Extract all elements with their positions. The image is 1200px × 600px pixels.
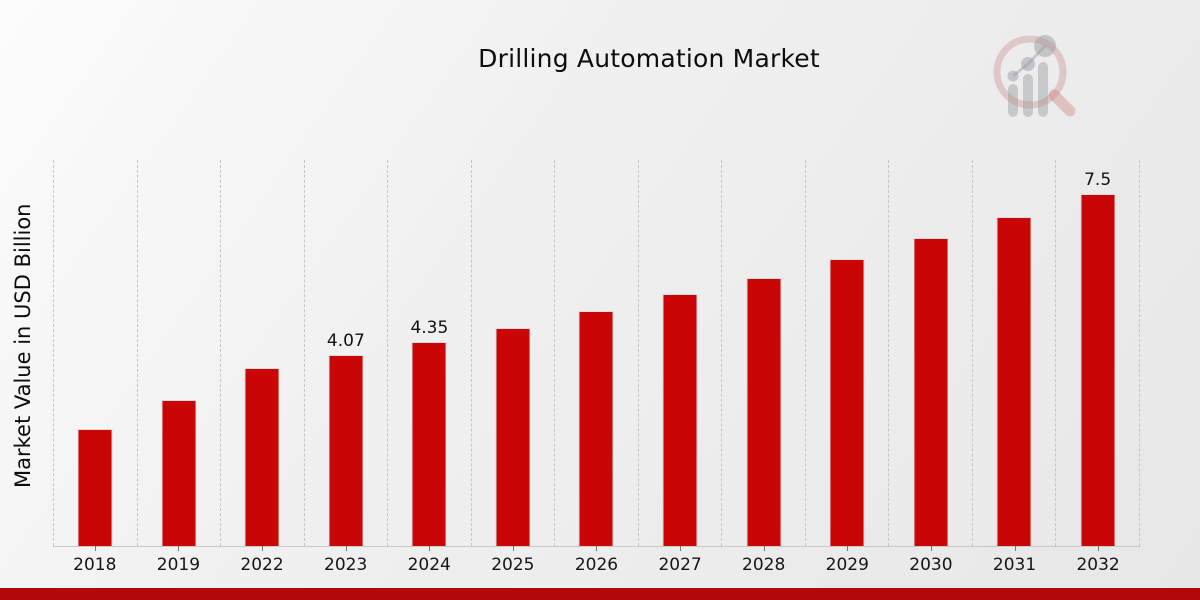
category-slot-2018 xyxy=(53,160,137,546)
chart-title: Drilling Automation Market xyxy=(478,44,820,73)
category-slot-2027 xyxy=(637,160,722,546)
category-slot-2031 xyxy=(971,160,1056,546)
x-tick-mark xyxy=(930,546,932,551)
category-slot-2025 xyxy=(470,160,555,546)
x-tick-label-2032: 2032 xyxy=(1056,546,1140,580)
bar-2025 xyxy=(495,328,531,546)
bar-value-label-2032: 7.5 xyxy=(1084,170,1112,190)
bar-2028 xyxy=(746,278,782,546)
x-tick-label-2027: 2027 xyxy=(638,546,722,580)
x-tick-mark xyxy=(763,546,765,551)
category-slot-2028 xyxy=(721,160,805,546)
x-tick-label-2023: 2023 xyxy=(304,546,388,580)
x-tick-label-2029: 2029 xyxy=(805,546,889,580)
category-slot-2030 xyxy=(888,160,972,546)
x-tick-label-2018: 2018 xyxy=(53,546,137,580)
footer-red-stripe xyxy=(0,588,1200,600)
x-tick-label-2030: 2030 xyxy=(889,546,973,580)
category-slot-2024: 4.35 xyxy=(387,160,471,546)
bar-2024 xyxy=(411,342,447,546)
bar-2030 xyxy=(913,238,949,546)
category-slot-2022 xyxy=(220,160,304,546)
bar-2032 xyxy=(1080,194,1116,546)
plot-area: 4.07 4.35 7.5 xyxy=(53,160,1140,547)
category-slot-2019 xyxy=(136,160,221,546)
x-tick-mark xyxy=(429,546,431,551)
x-tick-label-2022: 2022 xyxy=(220,546,304,580)
y-axis-label: Market Value in USD Billion xyxy=(11,203,35,489)
x-tick-mark xyxy=(512,546,514,551)
x-tick-mark xyxy=(345,546,347,551)
bar-value-label-2023: 4.07 xyxy=(326,331,365,351)
bar-2019 xyxy=(161,400,197,546)
x-tick-mark xyxy=(1098,546,1100,551)
x-tick-label-2025: 2025 xyxy=(471,546,555,580)
x-tick-mark xyxy=(596,546,598,551)
category-slot-2023: 4.07 xyxy=(303,160,388,546)
x-tick-mark xyxy=(680,546,682,551)
bar-2018 xyxy=(77,429,113,546)
x-tick-mark xyxy=(178,546,180,551)
bar-value-label-2024: 4.35 xyxy=(410,318,449,338)
x-tick-label-2026: 2026 xyxy=(555,546,639,580)
x-tick-mark xyxy=(94,546,96,551)
x-tick-mark xyxy=(1014,546,1016,551)
bar-2031 xyxy=(996,217,1032,546)
bar-2022 xyxy=(244,368,280,546)
category-slot-2029 xyxy=(804,160,889,546)
x-tick-mark xyxy=(847,546,849,551)
magnifier-bar-chart-logo-icon xyxy=(988,24,1088,123)
x-axis: 2018 2019 2022 2023 2024 2025 2026 2027 2028 2029… xyxy=(53,546,1140,580)
x-tick-label-2028: 2028 xyxy=(722,546,806,580)
bar-2023 xyxy=(328,355,364,546)
bar-2029 xyxy=(829,259,865,546)
x-tick-label-2031: 2031 xyxy=(973,546,1057,580)
x-tick-label-2024: 2024 xyxy=(387,546,471,580)
x-tick-label-2019: 2019 xyxy=(137,546,221,580)
x-tick-mark xyxy=(262,546,264,551)
bar-2026 xyxy=(578,311,614,546)
category-slot-2026 xyxy=(554,160,638,546)
bar-2027 xyxy=(662,294,698,546)
category-slot-2032: 7.5 xyxy=(1055,160,1140,546)
